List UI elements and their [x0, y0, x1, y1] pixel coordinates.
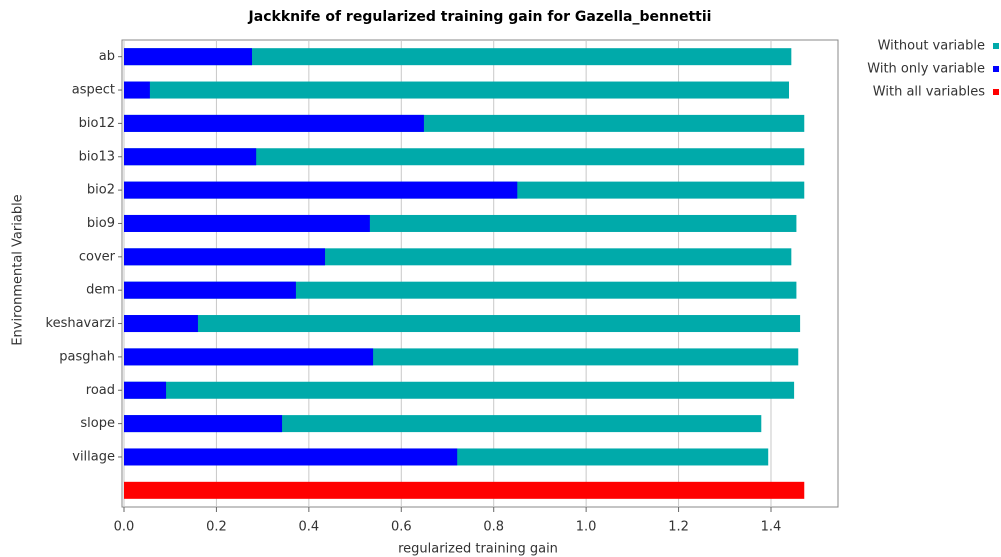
bar [124, 181, 518, 199]
bar [124, 148, 805, 166]
legend-swatch [993, 66, 999, 72]
y-axis-label: Environmental Variable [11, 194, 26, 345]
y-tick-label: ab [99, 49, 115, 64]
bar [124, 415, 283, 433]
bar [124, 214, 370, 232]
x-axis-label: regularized training gain [398, 542, 558, 557]
bar [124, 381, 167, 399]
plot-frame [121, 39, 839, 508]
y-tick-label: bio12 [79, 116, 115, 131]
x-tick-label: 0.0 [114, 520, 135, 535]
x-tick-label: 0.8 [483, 520, 504, 535]
legend-label: With all variables [873, 85, 985, 100]
x-tick-label: 1.4 [761, 520, 782, 535]
y-tick-label: keshavarzi [46, 316, 115, 331]
bar [124, 415, 762, 433]
legend-swatch [993, 43, 999, 49]
bar [124, 315, 801, 333]
bar [124, 281, 296, 299]
bar [124, 381, 795, 399]
bar [124, 48, 253, 66]
y-tick-label: cover [79, 249, 116, 264]
y-tick-label: slope [80, 416, 115, 431]
y-tick-label: bio9 [87, 216, 115, 231]
legend-label: Without variable [878, 39, 985, 54]
bar [124, 81, 790, 99]
x-tick-label: 1.2 [668, 520, 689, 535]
chart-title: Jackknife of regularized training gain f… [248, 9, 712, 25]
bar [124, 114, 424, 132]
bar [124, 448, 458, 466]
x-tick-label: 0.6 [391, 520, 412, 535]
bar [124, 315, 198, 333]
y-tick-label: bio13 [79, 149, 115, 164]
bar [124, 348, 374, 366]
legend-swatch [993, 89, 999, 95]
bar [124, 481, 805, 499]
legend-label: With only variable [867, 62, 985, 77]
y-tick-label: dem [86, 283, 115, 298]
y-tick-label: aspect [72, 83, 115, 98]
x-tick-label: 0.4 [299, 520, 320, 535]
bar [124, 148, 257, 166]
bar [124, 248, 326, 266]
x-tick-label: 0.2 [206, 520, 227, 535]
bar [124, 48, 792, 66]
y-tick-label: pasghah [59, 349, 115, 364]
y-tick-label: bio2 [87, 183, 115, 198]
bar [124, 81, 150, 99]
y-tick-label: village [72, 449, 115, 464]
x-tick-label: 1.0 [576, 520, 597, 535]
y-tick-label: road [86, 383, 115, 398]
